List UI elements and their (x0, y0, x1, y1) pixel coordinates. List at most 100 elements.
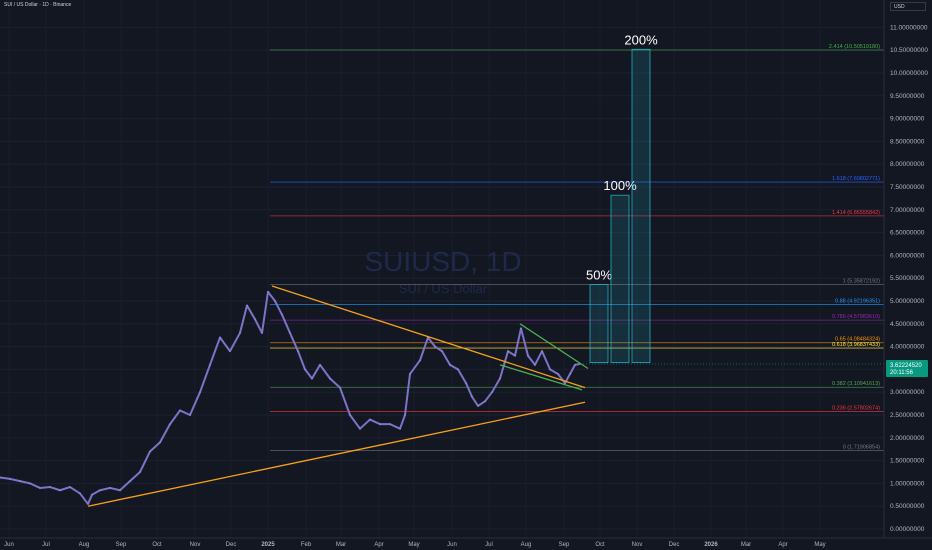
price-point (39, 487, 41, 489)
price-point (169, 423, 171, 426)
price-point (189, 414, 191, 416)
price-point (491, 391, 493, 394)
x-tick-label: Jul (485, 542, 493, 548)
x-tick-label: Mar (741, 542, 751, 548)
x-tick-label: Nov (632, 542, 643, 548)
price-point (209, 363, 211, 366)
watermark-ticker: SUIUSD, 1D (364, 246, 521, 277)
x-tick-label: Oct (152, 542, 162, 548)
price-point (29, 482, 31, 485)
price-point (149, 450, 151, 453)
price-series (0, 290, 581, 505)
x-tick-label: Jun (4, 542, 14, 548)
price-point (139, 471, 141, 473)
price-point (119, 489, 121, 492)
trendline (499, 364, 583, 391)
price-point (369, 418, 371, 421)
price-point (441, 350, 443, 353)
target-box-label: 200% (624, 32, 658, 47)
x-axis[interactable]: Jun Jul Aug Sep Oct Nov Dec 2025 Feb Mar Apr May Jun… (0, 537, 932, 548)
price-point (87, 503, 89, 505)
current-price: 3.62224520 (890, 363, 922, 369)
price-point (359, 427, 361, 430)
watermark-name: SUI / US Dollar (399, 281, 488, 296)
price-point (59, 489, 61, 492)
y-tick-label: 1.00000000 (890, 480, 925, 487)
price-point (404, 414, 406, 416)
fib-level-label: 0 (1.71906854) (843, 445, 880, 451)
price-point (339, 386, 341, 389)
y-tick-label: 9.50000000 (890, 93, 925, 100)
y-tick-label: 4.50000000 (890, 321, 925, 328)
price-point (239, 332, 241, 334)
price-point (541, 350, 543, 353)
price-point (311, 377, 313, 380)
price-point (527, 354, 529, 357)
price-point (569, 373, 571, 375)
y-tick-label: 11.00000000 (890, 24, 928, 31)
target-box-label: 100% (603, 178, 637, 193)
x-tick-label: Oct (595, 542, 605, 548)
x-tick-label: Apr (778, 542, 787, 548)
price-tag (886, 360, 928, 377)
target-boxes: 50% 100% 200% (586, 32, 658, 363)
y-tick-label: 5.00000000 (890, 298, 925, 305)
y-tick-label: 1.50000000 (890, 458, 925, 465)
price-point (520, 327, 522, 330)
y-tick-label: 7.50000000 (890, 184, 925, 191)
y-tick-label: 2.00000000 (890, 435, 925, 442)
y-tick-label: 0.00000000 (890, 526, 925, 533)
y-tick-label: 5.50000000 (890, 275, 925, 282)
price-point (534, 363, 536, 366)
x-tick-label: Jun (447, 542, 457, 548)
price-point (99, 489, 101, 492)
price-point (409, 373, 411, 375)
price-point (246, 304, 248, 307)
trendline (519, 323, 589, 370)
y-tick-label: 10.00000000 (890, 70, 928, 77)
y-tick-label: 8.00000000 (890, 161, 925, 168)
price-point (49, 486, 51, 488)
y-tick-label: 10.50000000 (890, 47, 928, 54)
price-point (514, 354, 516, 357)
price-point (9, 477, 11, 480)
price-point (465, 382, 467, 384)
price-point (0, 476, 1, 479)
trendline (87, 401, 586, 507)
price-point (379, 423, 381, 426)
price-point (229, 350, 231, 353)
fib-level-label: 1.618 (7.60802771) (832, 176, 880, 182)
price-point (254, 318, 256, 321)
target-box (610, 194, 630, 363)
price-point (549, 368, 551, 371)
x-tick-label: Aug (79, 542, 90, 548)
price-point (389, 423, 391, 426)
price-point (281, 313, 283, 316)
x-tick-label: Apr (374, 542, 383, 548)
symbol-header: SUI / US Dollar · 1D · Binance (4, 2, 72, 8)
y-tick-label: 9.00000000 (890, 116, 925, 123)
fibonacci-levels: 2.414 (10.50519180) 1.618 (7.60802771) 1.4… (270, 44, 884, 452)
price-point (399, 427, 401, 430)
y-tick-label: 8.50000000 (890, 138, 925, 145)
currency-button[interactable]: USD (890, 2, 926, 11)
target-box (589, 284, 609, 363)
price-point (319, 363, 321, 366)
x-tick-label: Feb (301, 542, 312, 548)
fib-level-label: 1.414 (6.86555842) (832, 210, 880, 216)
y-tick-label: 3.00000000 (890, 389, 925, 396)
price-point (434, 345, 436, 348)
price-point (289, 332, 291, 334)
x-tick-label: Nov (190, 542, 201, 548)
bar-countdown: 20:11:56 (890, 370, 914, 376)
price-point (261, 332, 263, 334)
trendlines (87, 285, 884, 507)
y-tick-label: 0.50000000 (890, 503, 925, 510)
price-point (507, 350, 509, 353)
price-point (79, 492, 81, 495)
x-tick-label: May (814, 542, 825, 548)
fib-level-label: 0.786 (4.57983610) (832, 314, 880, 320)
x-tick-label: Dec (669, 542, 680, 548)
